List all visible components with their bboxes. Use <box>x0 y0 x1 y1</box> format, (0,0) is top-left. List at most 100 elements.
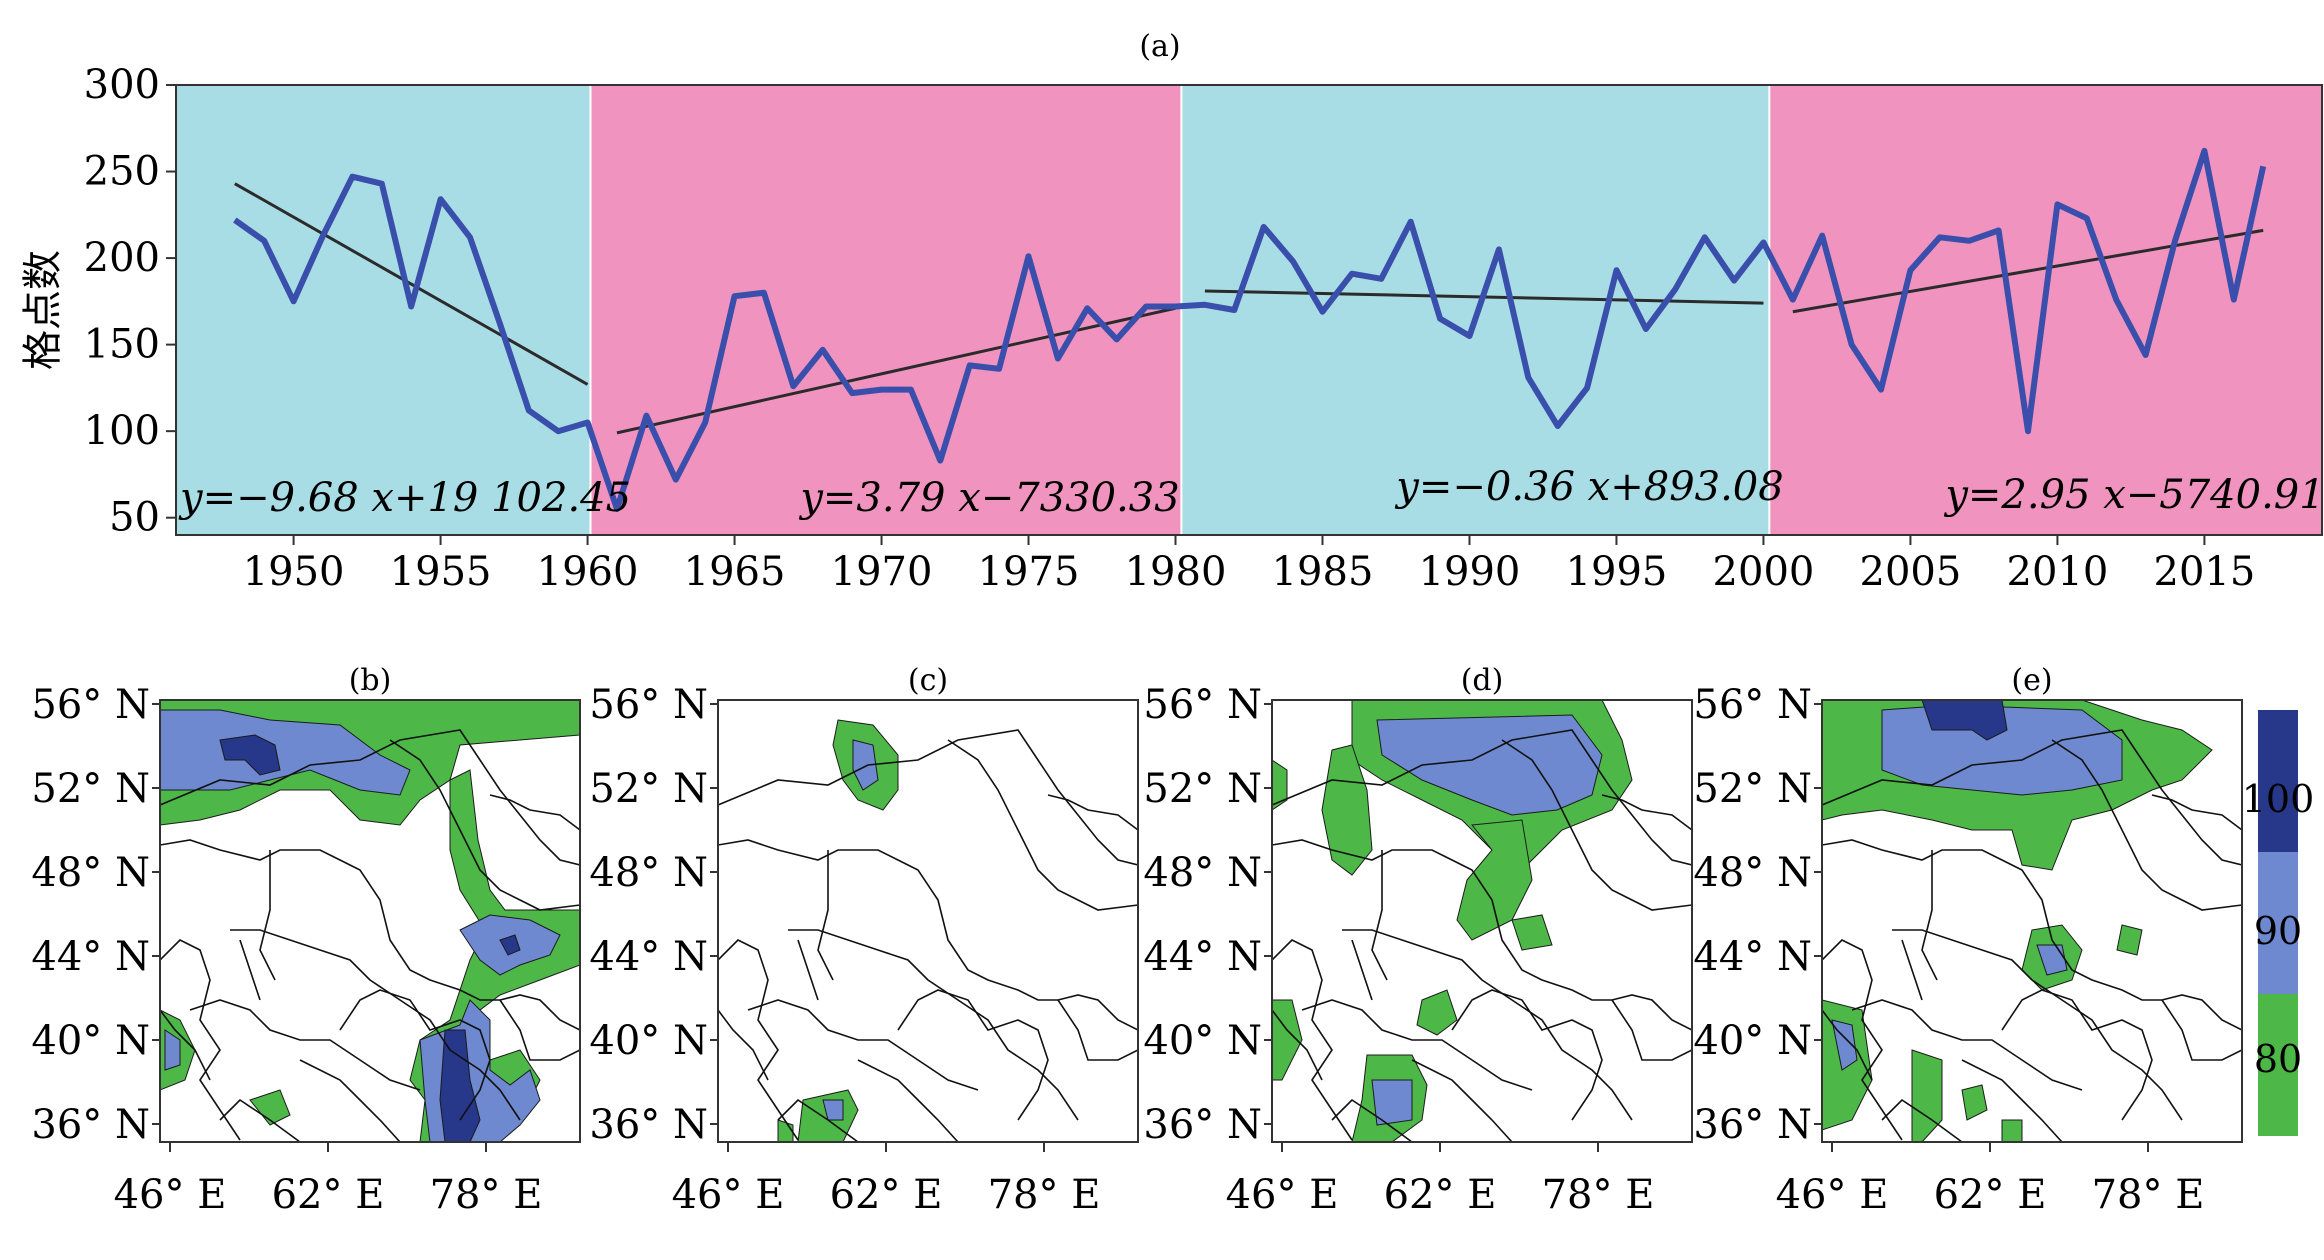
plot-frame <box>175 84 2323 536</box>
x-tick-label: 2000 <box>1713 549 1815 595</box>
country-border <box>1047 794 1138 831</box>
trend-equations: y=−9.68 x+19 102.45 y=3.79 x−7330.33 y=−0.… <box>178 464 2324 521</box>
map-area <box>1822 700 2242 1142</box>
chart-title-a: (a) <box>1139 29 1180 64</box>
contour-fill-region <box>1416 989 1458 1036</box>
x-tick-label: 2010 <box>2007 549 2109 595</box>
x-tick-label: 1970 <box>831 549 933 595</box>
contour-fill-region <box>1511 914 1553 951</box>
country-border <box>259 850 276 981</box>
contour-fill-region <box>1376 714 1603 816</box>
lat-tick-label: 36° N <box>31 1102 150 1148</box>
country-border <box>2051 739 2242 911</box>
contour-fill-region <box>1911 1049 1943 1142</box>
y-tick-label: 250 <box>84 149 160 195</box>
lat-tick-label: 48° N <box>1693 850 1812 896</box>
country-border <box>797 939 819 1001</box>
country-border <box>1851 999 2083 1091</box>
country-border <box>189 999 421 1091</box>
colorbar-swatch <box>2258 994 2298 1136</box>
x-tick-label: 1980 <box>1125 549 1227 595</box>
contour-fill-region <box>822 1099 844 1121</box>
trend-line-4 <box>1792 228 2264 314</box>
trend-equation-1: y=−9.68 x+19 102.45 <box>178 475 631 521</box>
country-border <box>718 939 799 1141</box>
series-line <box>233 147 2267 512</box>
lon-tick-label: 78° E <box>2092 1172 2205 1218</box>
lon-tick-label: 78° E <box>1542 1172 1655 1218</box>
country-border <box>1272 839 1692 1031</box>
country-border <box>1921 850 1938 981</box>
map-area <box>1272 700 1692 1142</box>
contour-fill-region <box>1371 1079 1413 1126</box>
lon-tick-label: 62° E <box>1384 1172 1497 1218</box>
country-border <box>857 1059 959 1142</box>
colorbar-swatch <box>2258 852 2298 994</box>
country-border <box>339 989 491 1121</box>
country-border <box>817 850 834 981</box>
lat-tick-label: 36° N <box>1693 1102 1812 1148</box>
contour-fill-region <box>1272 759 1288 811</box>
lat-tick-label: 44° N <box>1693 934 1812 980</box>
lat-tick-label: 40° N <box>1143 1018 1262 1064</box>
x-tick-label: 2005 <box>1860 549 1962 595</box>
lon-tick-label: 78° E <box>430 1172 543 1218</box>
lat-tick-label: 56° N <box>31 682 150 728</box>
lat-tick-label: 44° N <box>589 934 708 980</box>
country-border <box>718 1009 769 1081</box>
x-tick-label: 1965 <box>684 549 786 595</box>
country-border <box>160 839 580 1031</box>
colorbar-swatch <box>2258 710 2298 852</box>
map-frame <box>159 699 581 1143</box>
map-frame <box>717 699 1139 1143</box>
contour-fill-region <box>1921 700 2008 741</box>
country-border <box>1351 939 1373 1001</box>
y-axis: 50 100 150 200 250 300 <box>84 62 176 541</box>
x-tick-label: 1975 <box>978 549 1080 595</box>
country-border <box>299 1059 401 1142</box>
country-border <box>1342 929 1633 1121</box>
map-panel-e: (e) 56° N 52° N 48° N 44° N 40° N 36° N 46° E 62… <box>1693 663 2243 1218</box>
contour-fill-region <box>499 934 521 956</box>
y-tick-label: 150 <box>84 322 160 368</box>
map-title: (e) <box>2011 663 2052 698</box>
lat-tick-label: 44° N <box>31 934 150 980</box>
map-frame <box>1821 699 2243 1143</box>
country-border <box>718 729 1138 866</box>
contour-fill-region <box>249 1089 291 1126</box>
country-border <box>499 999 580 1061</box>
lat-tick-label: 36° N <box>1143 1102 1262 1148</box>
country-border <box>1501 739 1692 911</box>
country-border <box>1822 1009 1873 1081</box>
lon-tick-label: 46° E <box>114 1172 227 1218</box>
x-tick-label: 1950 <box>243 549 345 595</box>
contour-fill-region <box>852 739 879 791</box>
country-border <box>160 1009 211 1081</box>
x-axis: 1950 1955 1960 1965 1970 1975 1980 1985 1990 1995… <box>243 535 2255 595</box>
country-border <box>747 999 979 1091</box>
map-area <box>718 700 1138 1142</box>
trend-equation-2: y=3.79 x−7330.33 <box>798 475 1179 521</box>
x-tick-label: 1985 <box>1272 549 1374 595</box>
lat-tick-label: 56° N <box>589 682 708 728</box>
map-panel-d: (d) 56° N 52° N 48° N 44° N 40° N 36° N 46° E 62… <box>1143 663 1693 1218</box>
lon-tick-label: 46° E <box>672 1172 785 1218</box>
colorbar-label: 90 <box>2254 909 2302 953</box>
y-tick-label: 300 <box>84 62 160 108</box>
country-border <box>1301 999 1533 1091</box>
contour-fill-region <box>1831 1019 1858 1071</box>
x-tick-label: 1955 <box>390 549 492 595</box>
country-border <box>718 839 1138 1031</box>
x-tick-label: 1995 <box>1566 549 1668 595</box>
country-border <box>1822 729 2242 866</box>
colorbar-label: 100 <box>2242 777 2315 821</box>
country-border <box>1892 929 2183 1121</box>
lat-tick-label: 48° N <box>31 850 150 896</box>
time-series-panel: 1950 1955 1960 1965 1970 1975 1980 1985 1990 1995… <box>20 29 2324 595</box>
country-border <box>1272 1009 1323 1081</box>
y-tick-label: 100 <box>84 408 160 454</box>
map-title: (c) <box>908 663 948 698</box>
country-border <box>1272 939 1353 1141</box>
lat-tick-label: 52° N <box>31 766 150 812</box>
